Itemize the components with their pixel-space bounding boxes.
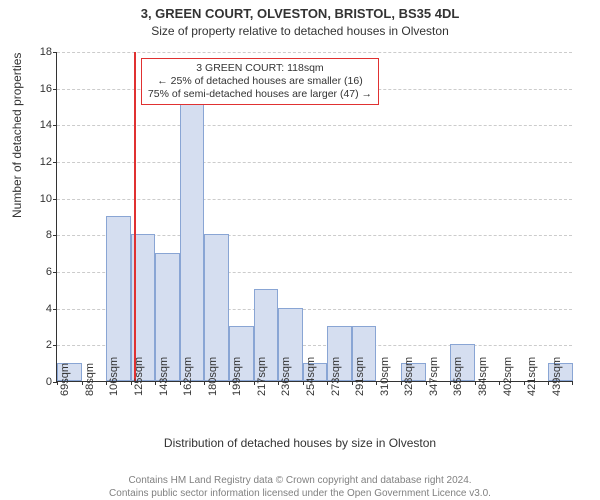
ytick-mark xyxy=(53,309,57,310)
xtick-mark xyxy=(524,381,525,385)
ytick-mark xyxy=(53,199,57,200)
ytick-mark xyxy=(53,162,57,163)
xtick-mark xyxy=(254,381,255,385)
ytick-label: 6 xyxy=(8,266,52,278)
xtick-mark xyxy=(82,381,83,385)
ytick-mark xyxy=(53,52,57,53)
xtick-mark xyxy=(376,381,377,385)
ytick-label: 16 xyxy=(8,83,52,95)
footer-attribution: Contains HM Land Registry data © Crown c… xyxy=(0,475,600,500)
footer-line1: Contains HM Land Registry data © Crown c… xyxy=(0,475,600,488)
xtick-mark xyxy=(450,381,451,385)
xtick-mark xyxy=(229,381,230,385)
xtick-mark xyxy=(155,381,156,385)
ytick-mark xyxy=(53,272,57,273)
xtick-mark xyxy=(204,381,205,385)
xtick-mark xyxy=(426,381,427,385)
annotation-line1: 3 GREEN COURT: 118sqm xyxy=(148,62,372,75)
ytick-label: 0 xyxy=(8,376,52,388)
ytick-label: 12 xyxy=(8,156,52,168)
xtick-mark xyxy=(131,381,132,385)
ytick-label: 2 xyxy=(8,339,52,351)
plot-area: 3 GREEN COURT: 118sqm← 25% of detached h… xyxy=(56,52,572,382)
xtick-mark xyxy=(57,381,58,385)
ytick-label: 14 xyxy=(8,119,52,131)
chart-title: 3, GREEN COURT, OLVESTON, BRISTOL, BS35 … xyxy=(0,6,600,22)
xtick-mark xyxy=(499,381,500,385)
reference-line xyxy=(134,52,136,381)
chart-subtitle: Size of property relative to detached ho… xyxy=(0,24,600,38)
chart-container: 3, GREEN COURT, OLVESTON, BRISTOL, BS35 … xyxy=(0,6,600,500)
ytick-mark xyxy=(53,235,57,236)
xtick-mark xyxy=(548,381,549,385)
histogram-bar xyxy=(180,88,205,381)
ytick-mark xyxy=(53,89,57,90)
ytick-mark xyxy=(53,345,57,346)
xtick-mark xyxy=(303,381,304,385)
xtick-mark xyxy=(475,381,476,385)
xtick-mark xyxy=(401,381,402,385)
xtick-mark xyxy=(180,381,181,385)
chart-area: Number of detached properties 3 GREEN CO… xyxy=(0,48,600,446)
x-axis-title: Distribution of detached houses by size … xyxy=(0,436,600,450)
ytick-label: 4 xyxy=(8,303,52,315)
xtick-mark xyxy=(352,381,353,385)
ytick-label: 10 xyxy=(8,193,52,205)
footer-line2: Contains public sector information licen… xyxy=(0,488,600,500)
xtick-mark xyxy=(327,381,328,385)
ytick-label: 18 xyxy=(8,46,52,58)
annotation-box: 3 GREEN COURT: 118sqm← 25% of detached h… xyxy=(141,58,379,105)
xtick-mark xyxy=(106,381,107,385)
xtick-mark xyxy=(572,381,573,385)
xtick-mark xyxy=(278,381,279,385)
annotation-line3: 75% of semi-detached houses are larger (… xyxy=(148,88,372,101)
ytick-mark xyxy=(53,125,57,126)
annotation-line2: ← 25% of detached houses are smaller (16… xyxy=(148,75,372,88)
ytick-label: 8 xyxy=(8,229,52,241)
